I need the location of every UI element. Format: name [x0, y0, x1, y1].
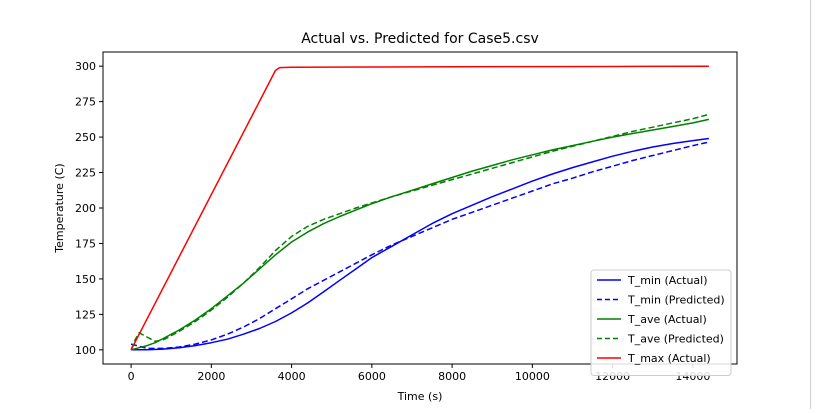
x-tick-label: 10000	[515, 370, 550, 383]
series-line-4	[130, 65, 709, 351]
y-axis: 100 125 150 175 200 225 250 275 300	[75, 60, 103, 357]
y-tick-label: 200	[75, 202, 96, 215]
legend-label: T_max (Actual)	[627, 352, 711, 365]
series-line-3	[130, 113, 710, 351]
y-tick-label: 150	[75, 273, 96, 286]
legend-box	[590, 269, 732, 376]
chart-title: Actual vs. Predicted for Case5.csv	[301, 31, 539, 47]
y-tick-label: 100	[75, 344, 96, 357]
y-tick-label: 275	[75, 96, 96, 109]
x-axis-label: Time (s)	[397, 390, 443, 403]
x-tick-label: 2000	[197, 370, 225, 383]
y-tick-label: 300	[75, 60, 96, 73]
series-line-0	[131, 137, 709, 351]
x-tick-label: 4000	[278, 370, 306, 383]
x-tick-label: 0	[128, 370, 135, 383]
legend-label: T_ave (Actual)	[627, 313, 707, 326]
y-tick-label: 225	[75, 167, 96, 180]
x-tick-label: 6000	[358, 370, 386, 383]
legend-label: T_min (Predicted)	[627, 294, 725, 307]
series-line-1	[130, 141, 710, 350]
y-axis-label: Temperature (C)	[53, 163, 66, 253]
y-tick-label: 250	[75, 131, 96, 144]
y-tick-label: 175	[75, 237, 96, 250]
y-tick-label: 125	[75, 308, 96, 321]
x-tick-label: 8000	[438, 370, 466, 383]
frame-divider	[810, 0, 811, 409]
legend: T_min (Actual) T_min (Predicted) T_ave (Ac…	[590, 269, 732, 376]
legend-label: T_min (Actual)	[627, 274, 708, 287]
series-layer	[130, 65, 710, 351]
plot-frame	[102, 51, 738, 365]
legend-label: T_ave (Predicted)	[627, 333, 724, 346]
